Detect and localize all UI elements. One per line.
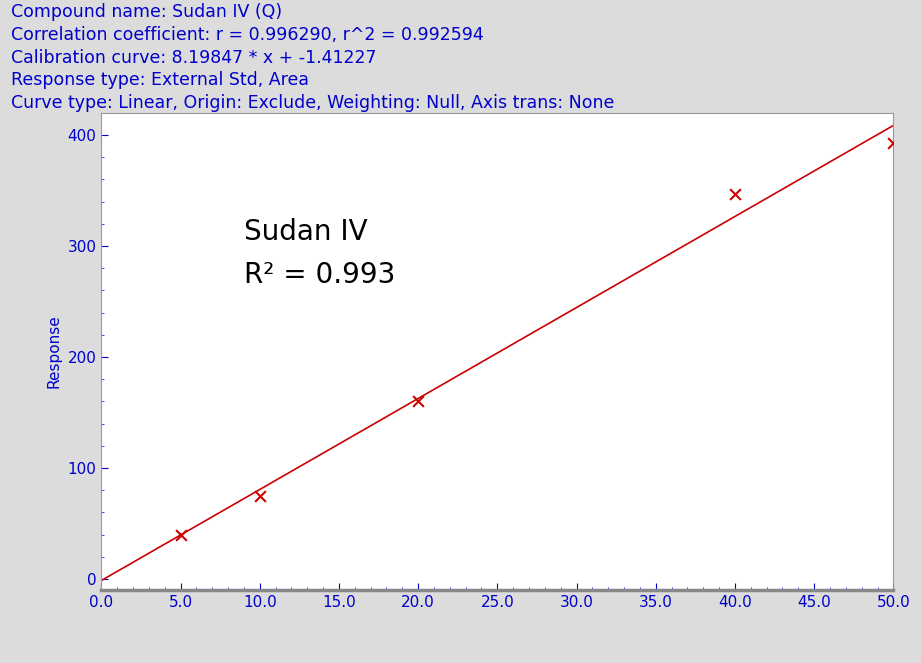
Point [411,396,426,406]
Text: Correlation coefficient: r = 0.996290, r^2 = 0.992594: Correlation coefficient: r = 0.996290, r… [11,26,484,44]
Point [173,529,188,540]
Text: Response type: External Std, Area: Response type: External Std, Area [11,72,309,90]
Point [886,137,901,148]
Text: Sudan IV: Sudan IV [244,218,367,246]
Text: Curve type: Linear, Origin: Exclude, Weighting: Null, Axis trans: None: Curve type: Linear, Origin: Exclude, Wei… [11,94,614,112]
Point [728,188,742,199]
Y-axis label: Response: Response [47,314,62,389]
Text: Calibration curve: 8.19847 * x + -1.41227: Calibration curve: 8.19847 * x + -1.4122… [11,49,377,67]
Text: Compound name: Sudan IV (Q): Compound name: Sudan IV (Q) [11,3,282,21]
Text: R² = 0.993: R² = 0.993 [244,261,395,289]
Point [252,491,267,501]
